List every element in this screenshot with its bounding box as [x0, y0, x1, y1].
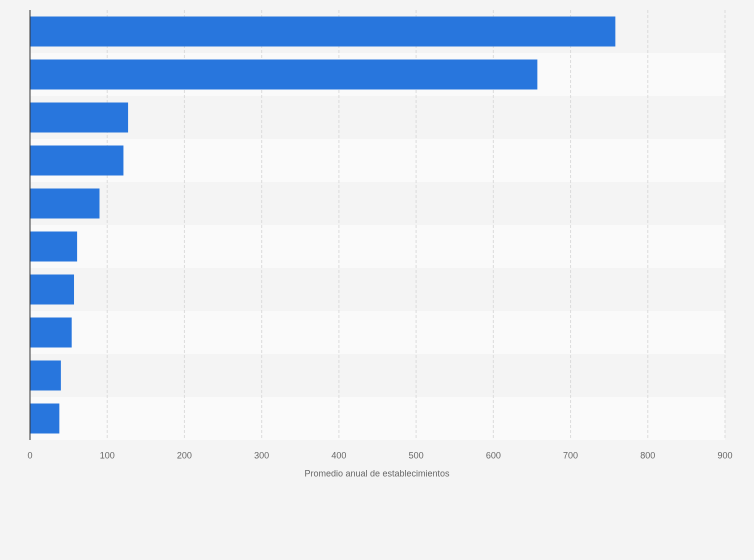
row-band — [30, 311, 725, 354]
bar — [30, 360, 61, 391]
row-band — [30, 139, 725, 182]
bar — [30, 317, 72, 348]
row-band — [30, 182, 725, 225]
row-band — [30, 225, 725, 268]
x-axis-label: Promedio anual de establecimientos — [304, 468, 450, 478]
x-tick-label: 300 — [254, 450, 269, 460]
row-band — [30, 96, 725, 139]
row-band — [30, 268, 725, 311]
bar — [30, 188, 100, 219]
x-tick-label: 700 — [563, 450, 578, 460]
x-tick-label: 0 — [27, 450, 32, 460]
x-tick-label: 600 — [486, 450, 501, 460]
row-band — [30, 354, 725, 397]
x-tick-label: 500 — [409, 450, 424, 460]
bar — [30, 16, 616, 47]
row-band — [30, 397, 725, 440]
bar — [30, 102, 129, 133]
bar — [30, 145, 124, 176]
x-tick-label: 900 — [717, 450, 732, 460]
bar — [30, 403, 60, 434]
x-tick-label: 800 — [640, 450, 655, 460]
x-tick-label: 400 — [331, 450, 346, 460]
bar — [30, 59, 538, 90]
x-tick-label: 200 — [177, 450, 192, 460]
bar — [30, 231, 78, 262]
bar — [30, 274, 75, 305]
x-tick-label: 100 — [100, 450, 115, 460]
